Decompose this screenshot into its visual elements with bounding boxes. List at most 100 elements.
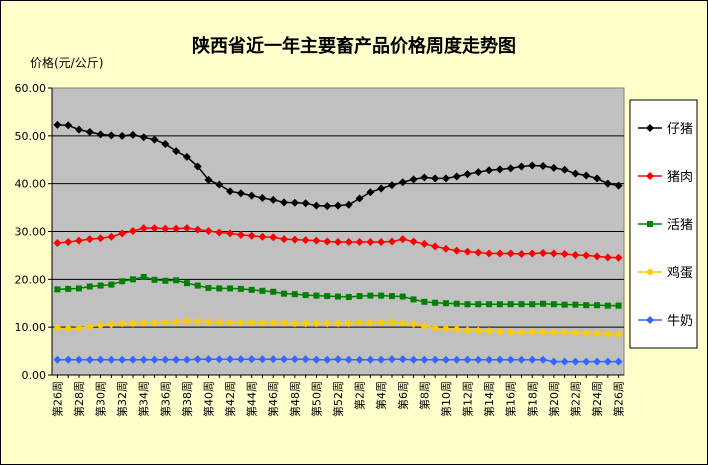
- data-point: [107, 131, 116, 140]
- x-tick-label: 第14周: [482, 381, 496, 417]
- data-point: [247, 355, 256, 364]
- data-point: [344, 355, 353, 364]
- data-point: [366, 188, 375, 197]
- data-point: [614, 253, 623, 262]
- data-point: [452, 246, 461, 255]
- data-point: [118, 355, 127, 364]
- x-tick-label: 第36周: [158, 381, 172, 417]
- data-point: [128, 355, 137, 364]
- data-point: [441, 355, 450, 364]
- data-point: [366, 355, 375, 364]
- data-point: [64, 355, 73, 364]
- data-point: [409, 237, 418, 246]
- data-point: [139, 355, 148, 364]
- data-point: [323, 355, 332, 364]
- data-point: [593, 252, 602, 261]
- x-tick-label: 第18周: [525, 381, 539, 417]
- data-point: [139, 133, 148, 142]
- data-point: [485, 249, 494, 258]
- data-point: [193, 317, 202, 326]
- data-point: [236, 230, 245, 239]
- data-point: [529, 301, 536, 308]
- series-5: [53, 355, 623, 366]
- data-point: [258, 355, 267, 364]
- data-point: [377, 355, 386, 364]
- data-point: [258, 194, 267, 203]
- data-point: [355, 194, 364, 203]
- data-point: [485, 326, 494, 335]
- data-point: [485, 166, 494, 175]
- data-point: [560, 249, 569, 258]
- data-point: [172, 317, 181, 326]
- data-point: [507, 301, 514, 308]
- data-point: [398, 318, 407, 327]
- legend-label: 仔猪: [667, 122, 693, 137]
- data-point: [539, 355, 548, 364]
- data-point: [583, 302, 590, 309]
- data-point: [258, 232, 267, 241]
- data-point: [518, 301, 525, 308]
- data-point: [193, 162, 202, 171]
- legend-label: 鸡蛋: [667, 265, 693, 281]
- data-point: [549, 249, 558, 258]
- y-tick-label: 60.00: [15, 82, 47, 95]
- data-point: [118, 131, 127, 140]
- data-point: [118, 319, 127, 328]
- data-point: [571, 357, 580, 366]
- data-point: [269, 318, 278, 327]
- data-point: [161, 139, 170, 148]
- data-point: [290, 198, 299, 207]
- data-point: [560, 357, 569, 366]
- data-point: [367, 292, 374, 299]
- data-point: [561, 301, 568, 308]
- data-point: [301, 319, 310, 328]
- data-point: [409, 319, 418, 328]
- data-point: [150, 355, 159, 364]
- data-point: [582, 357, 591, 366]
- y-tick-label: 20.00: [15, 273, 47, 286]
- data-point: [378, 292, 385, 299]
- data-point: [312, 319, 321, 328]
- data-point: [506, 327, 515, 336]
- data-point: [85, 322, 94, 331]
- x-tick-label: 第26周: [50, 381, 64, 417]
- legend-label: 活猪: [667, 218, 693, 233]
- data-point: [128, 227, 137, 236]
- y-tick-label: 30.00: [15, 226, 47, 239]
- data-point: [323, 319, 332, 328]
- data-point: [355, 355, 364, 364]
- data-point: [312, 236, 321, 245]
- data-point: [614, 330, 623, 339]
- data-point: [247, 191, 256, 200]
- data-point: [53, 238, 62, 247]
- data-point: [236, 355, 245, 364]
- legend-marker: [647, 221, 653, 227]
- data-point: [594, 302, 601, 309]
- data-point: [431, 242, 440, 251]
- data-point: [474, 168, 483, 177]
- data-point: [539, 249, 548, 258]
- data-point: [281, 290, 288, 297]
- data-point: [107, 232, 116, 241]
- data-point: [398, 178, 407, 187]
- data-point: [344, 319, 353, 328]
- data-point: [64, 238, 73, 247]
- data-point: [517, 162, 526, 171]
- data-point: [452, 355, 461, 364]
- data-point: [495, 165, 504, 174]
- data-point: [549, 328, 558, 337]
- data-point: [302, 292, 309, 299]
- data-point: [290, 235, 299, 244]
- data-point: [464, 301, 471, 308]
- data-point: [377, 318, 386, 327]
- x-tick-label: 第12周: [461, 381, 475, 417]
- x-tick-label: 第6周: [396, 381, 410, 410]
- data-point: [603, 329, 612, 338]
- data-point: [463, 170, 472, 179]
- data-point: [128, 319, 137, 328]
- data-point: [410, 296, 417, 303]
- data-point: [312, 201, 321, 210]
- data-point: [495, 249, 504, 258]
- data-point: [204, 227, 213, 236]
- x-tick-label: 第38周: [180, 381, 194, 417]
